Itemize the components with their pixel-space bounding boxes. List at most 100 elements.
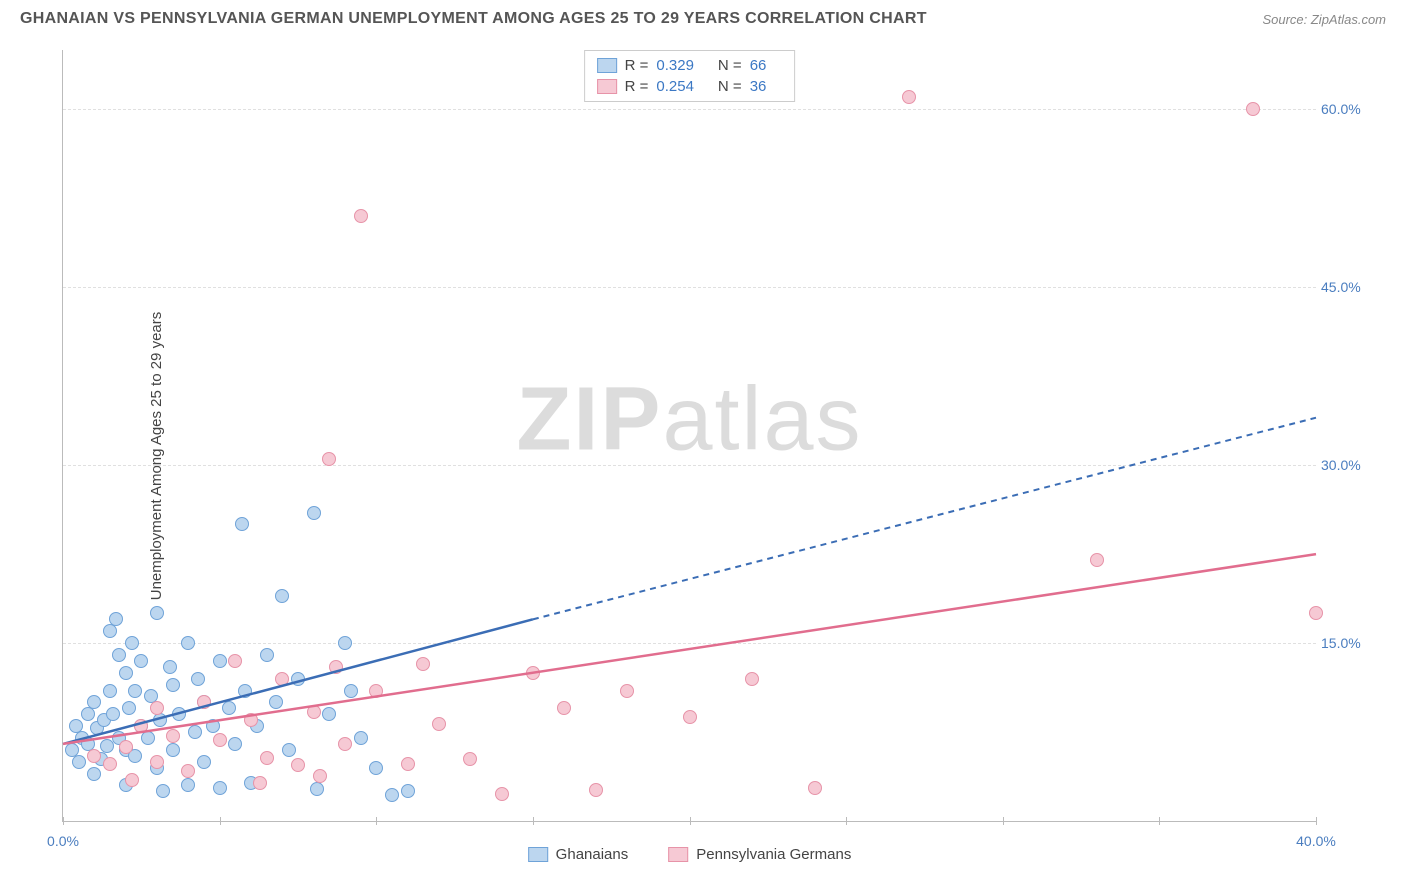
data-point — [275, 589, 289, 603]
data-point — [369, 684, 383, 698]
data-point — [228, 654, 242, 668]
data-point — [282, 743, 296, 757]
data-point — [1246, 102, 1260, 116]
r-value: 0.329 — [656, 57, 694, 74]
data-point — [87, 749, 101, 763]
stat-label: R = — [625, 78, 649, 95]
data-point — [354, 209, 368, 223]
data-point — [106, 707, 120, 721]
data-point — [307, 705, 321, 719]
legend-label: Pennsylvania Germans — [696, 846, 851, 863]
stats-row: R =0.254N =36 — [597, 76, 783, 97]
data-point — [166, 678, 180, 692]
data-point — [253, 776, 267, 790]
watermark: ZIPatlas — [516, 369, 862, 472]
data-point — [166, 743, 180, 757]
data-point — [338, 737, 352, 751]
data-point — [206, 719, 220, 733]
n-value: 36 — [750, 78, 767, 95]
x-tick — [533, 817, 534, 825]
data-point — [163, 660, 177, 674]
x-tick — [690, 817, 691, 825]
data-point — [122, 701, 136, 715]
data-point — [463, 752, 477, 766]
data-point — [103, 684, 117, 698]
data-point — [401, 757, 415, 771]
data-point — [385, 788, 399, 802]
data-point — [197, 755, 211, 769]
data-point — [307, 506, 321, 520]
chart-header: GHANAIAN VS PENNSYLVANIA GERMAN UNEMPLOY… — [0, 0, 1406, 36]
data-point — [128, 684, 142, 698]
data-point — [141, 731, 155, 745]
legend-label: Ghanaians — [556, 846, 629, 863]
data-point — [338, 636, 352, 650]
data-point — [100, 739, 114, 753]
y-tick-label: 45.0% — [1321, 279, 1376, 295]
data-point — [181, 636, 195, 650]
data-point — [344, 684, 358, 698]
plot-region: ZIPatlas 15.0%30.0%45.0%60.0%0.0%40.0%R … — [62, 50, 1316, 822]
data-point — [683, 710, 697, 724]
bottom-legend: Ghanaians Pennsylvania Germans — [528, 846, 852, 863]
data-point — [181, 764, 195, 778]
legend-swatch — [597, 79, 617, 94]
data-point — [1090, 553, 1104, 567]
data-point — [222, 701, 236, 715]
data-point — [119, 666, 133, 680]
data-point — [150, 701, 164, 715]
data-point — [310, 782, 324, 796]
x-tick — [1316, 817, 1317, 825]
data-point — [134, 654, 148, 668]
data-point — [401, 784, 415, 798]
source-attribution: Source: ZipAtlas.com — [1262, 12, 1386, 27]
data-point — [188, 725, 202, 739]
data-point — [275, 672, 289, 686]
legend-swatch — [528, 847, 548, 862]
gridline — [63, 287, 1316, 288]
data-point — [329, 660, 343, 674]
data-point — [109, 612, 123, 626]
x-tick-label: 40.0% — [1296, 833, 1336, 849]
data-point — [134, 719, 148, 733]
stats-row: R =0.329N =66 — [597, 55, 783, 76]
data-point — [589, 783, 603, 797]
legend-item: Pennsylvania Germans — [668, 846, 851, 863]
data-point — [228, 737, 242, 751]
n-value: 66 — [750, 57, 767, 74]
x-tick — [846, 817, 847, 825]
x-tick — [1159, 817, 1160, 825]
data-point — [235, 517, 249, 531]
legend-swatch — [597, 58, 617, 73]
data-point — [181, 778, 195, 792]
data-point — [526, 666, 540, 680]
data-point — [87, 767, 101, 781]
y-tick-label: 30.0% — [1321, 457, 1376, 473]
data-point — [191, 672, 205, 686]
data-point — [1309, 606, 1323, 620]
data-point — [213, 781, 227, 795]
data-point — [291, 672, 305, 686]
gridline — [63, 465, 1316, 466]
y-tick-label: 15.0% — [1321, 635, 1376, 651]
data-point — [291, 758, 305, 772]
data-point — [808, 781, 822, 795]
data-point — [238, 684, 252, 698]
data-point — [416, 657, 430, 671]
x-tick — [63, 817, 64, 825]
data-point — [269, 695, 283, 709]
y-tick-label: 60.0% — [1321, 101, 1376, 117]
data-point — [260, 751, 274, 765]
stats-legend: R =0.329N =66R =0.254N =36 — [584, 50, 796, 102]
data-point — [150, 606, 164, 620]
data-point — [369, 761, 383, 775]
stat-label: N = — [718, 78, 742, 95]
data-point — [172, 707, 186, 721]
data-point — [87, 695, 101, 709]
data-point — [260, 648, 274, 662]
data-point — [745, 672, 759, 686]
data-point — [244, 713, 258, 727]
data-point — [103, 757, 117, 771]
x-tick — [220, 817, 221, 825]
gridline — [63, 109, 1316, 110]
